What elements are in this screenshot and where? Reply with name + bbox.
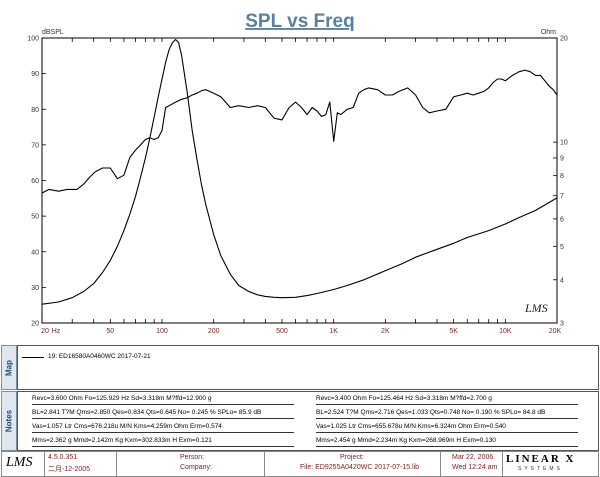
y-left-tick-label: 90 — [31, 71, 39, 78]
y-right-tick-label: 4 — [560, 277, 564, 284]
x-tick-label: 200 — [208, 328, 220, 335]
y-right-tick-label: 3 — [560, 321, 564, 328]
chart-title: SPL vs Freq — [245, 11, 354, 32]
map-label: Map — [4, 359, 14, 376]
x-tick-label: 1K — [329, 328, 338, 335]
y-left-tick-label: 50 — [31, 214, 39, 221]
x-tick-label: 500 — [276, 328, 288, 335]
y-right-tick-label: 20 — [560, 36, 568, 43]
y-axis-label-left: dBSPL — [42, 29, 64, 36]
notes-box: Revc=3.600 Ohm Fo=125.929 Hz Sd=3.318m M… — [17, 391, 599, 451]
y-left-tick-label: 100 — [27, 36, 39, 43]
x-tick-label: 50 — [106, 328, 114, 335]
notes-right-line-3: Vas=1.025 Ltr Cms=655.678u M/N Kms=6.324… — [316, 423, 506, 430]
legend-entry: 19: ED16580A0460WC 2017-07-21 — [48, 353, 151, 360]
footer-file: File: ED9255A0420WC 2017-07-15.lib — [300, 464, 420, 471]
notes-left-line-1: Revc=3.600 Ohm Fo=125.929 Hz Sd=3.318m M… — [32, 395, 212, 402]
y-right-tick-label: 9 — [560, 155, 564, 162]
series-group — [41, 38, 558, 305]
y-left-tick-label: 30 — [31, 285, 39, 292]
y-right-tick-label: 6 — [560, 216, 564, 223]
x-tick-label: 5K — [449, 328, 458, 335]
notes-right-line-2: BL=2.524 T?M Qms=2.716 Qes=1.033 Qts=0.7… — [316, 409, 546, 416]
map-sidebar: Map — [1, 345, 17, 390]
y-axis-label-right: Ohm — [541, 29, 556, 36]
spl-series-line — [41, 69, 558, 194]
y-left-tick-label: 80 — [31, 107, 39, 114]
footer-date-right: Mar 22, 2006 — [452, 454, 494, 461]
axis-ticks: 20 Hz 50 100 200 500 1K 2K 5K 10K 20K1009080706050… — [27, 36, 568, 336]
footer-company-label: Company: — [180, 464, 212, 471]
y-left-tick-label: 40 — [31, 249, 39, 256]
y-left-tick-label: 70 — [31, 142, 39, 149]
y-left-tick-label: 60 — [31, 178, 39, 185]
footer-brand: LINEAR X — [506, 453, 576, 465]
x-tick-label: 20 — [41, 328, 49, 335]
notes-right-line-4: Mms=2.454 g Mmd=2.234m Kg Kxm=268.969m H… — [316, 437, 496, 444]
x-tick-label: Hz — [52, 328, 61, 335]
y-right-tick-label: 7 — [560, 193, 564, 200]
lms-watermark: LMS — [524, 301, 548, 315]
y-left-tick-label: 20 — [31, 321, 39, 328]
legend-line-icon — [22, 357, 44, 358]
footer-project-label: Project: — [340, 454, 364, 461]
y-right-tick-label: 8 — [560, 173, 564, 180]
footer-version: 4.5.0.351 — [48, 454, 78, 461]
spl-chart: SPL vs Freq dBSPL Ohm 20 Hz 50 100 200 500 1K 2… — [27, 11, 568, 336]
notes-sidebar: Notes — [1, 391, 17, 451]
footer-time-right: Wed 12:24 am — [452, 464, 498, 471]
y-right-tick-label: 10 — [560, 140, 568, 147]
footer-logo: LMS — [6, 455, 33, 470]
impedance-series-line — [41, 38, 558, 305]
y-right-tick-label: 5 — [560, 244, 564, 251]
notes-left-line-2: BL=2.841 T?M Qms=2.850 Qes=0.834 Qts=0.6… — [32, 409, 262, 416]
x-tick-label: 100 — [156, 328, 168, 335]
notes-left-line-4: Mms=2.362 g Mmd=2.142m Kg Kxm=302.833m H… — [32, 437, 212, 444]
footer-brand-sub: SYSTEMS — [518, 466, 563, 472]
map-box: 19: ED16580A0460WC 2017-07-21 — [17, 345, 599, 390]
notes-right-line-1: Revc=3.400 Ohm Fo=125.464 Hz Sd=3.318m M… — [316, 395, 492, 402]
notes-label: Notes — [4, 409, 14, 433]
x-tick-label: 20K — [549, 328, 562, 335]
notes-left-line-3: Vas=1.057 Ltr Cms=676.218u M/N Kms=4.259… — [32, 423, 222, 430]
footer-person-label: Person: — [180, 454, 205, 461]
x-tick-label: 10K — [499, 328, 512, 335]
x-tick-label: 2K — [381, 328, 390, 335]
footer-date-left: 二月-12-2005 — [48, 466, 91, 473]
